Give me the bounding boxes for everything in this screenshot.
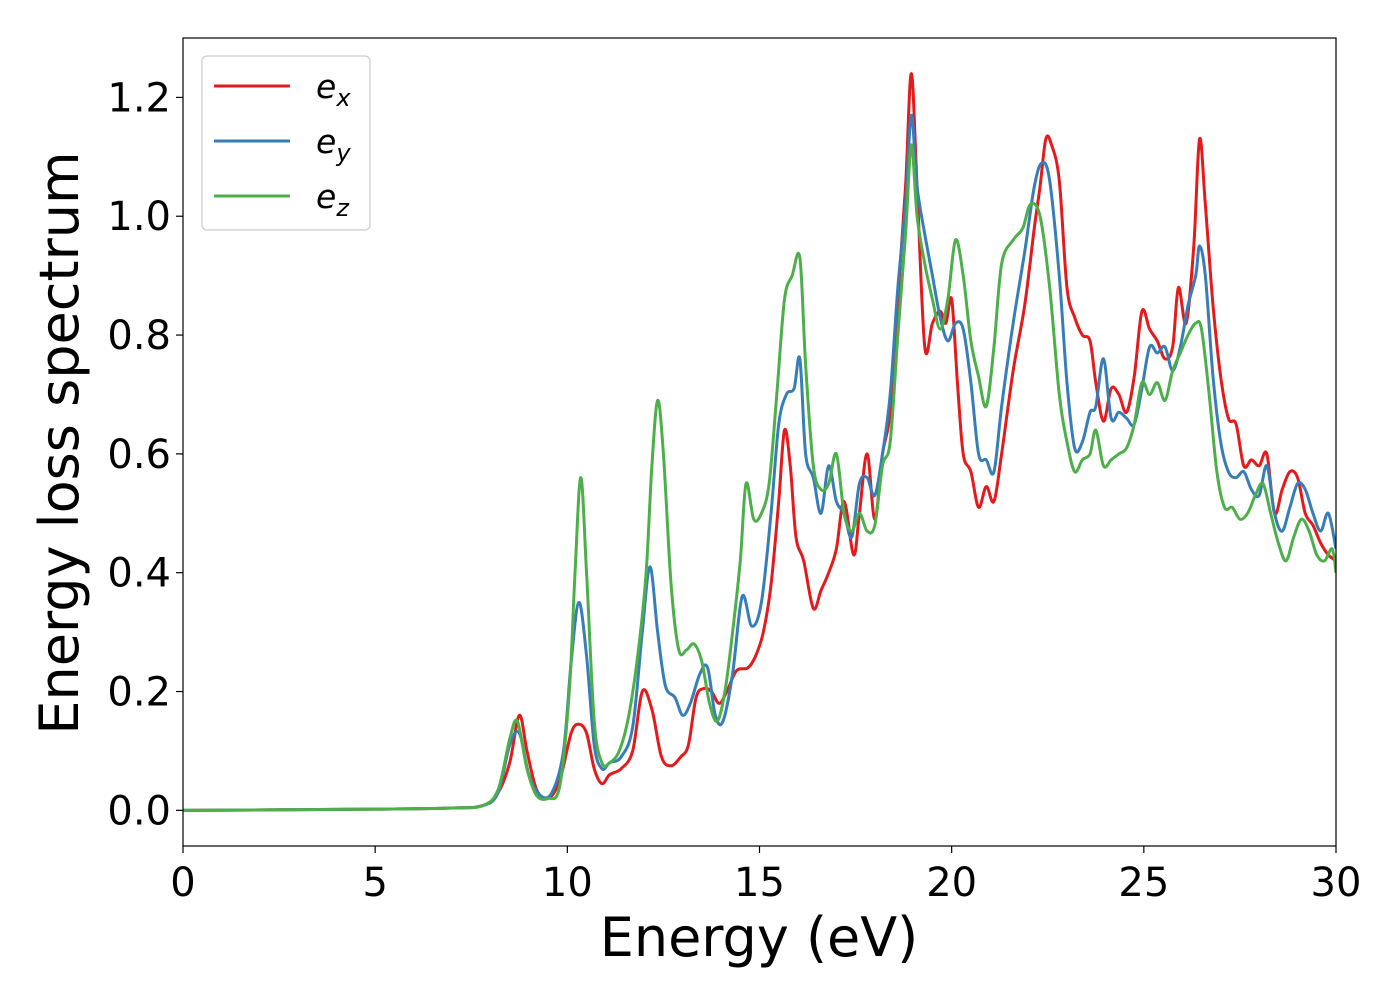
- x-tick-label: 30: [1311, 860, 1362, 906]
- y-tick-label: 0.8: [107, 313, 171, 359]
- y-axis-label: Energy loss spectrum: [28, 151, 91, 734]
- y-tick-label: 0.0: [107, 788, 171, 834]
- x-tick-label: 15: [734, 860, 785, 906]
- y-tick-label: 0.6: [107, 432, 171, 478]
- x-tick-label: 0: [170, 860, 195, 906]
- y-axis: 0.0 0.2 0.4 0.6 0.8 1.0 1.2: [107, 75, 183, 834]
- y-tick-label: 0.4: [107, 551, 171, 597]
- series-line-ex: [183, 72, 1336, 812]
- legend-subscript: z: [335, 194, 350, 222]
- x-tick-label: 5: [362, 860, 387, 906]
- legend-box: [201, 55, 371, 231]
- series-layer: [183, 72, 1336, 812]
- x-tick-label: 25: [1118, 860, 1169, 906]
- y-tick-label: 0.2: [107, 670, 171, 716]
- series-line-ey: [183, 113, 1336, 812]
- x-axis-label: Energy (eV): [600, 906, 919, 969]
- legend-subscript: y: [335, 139, 351, 167]
- y-tick-label: 1.0: [107, 194, 171, 240]
- series-line-ez: [183, 143, 1336, 812]
- legend-subscript: x: [335, 84, 351, 112]
- x-tick-label: 10: [542, 860, 593, 906]
- y-tick-label: 1.2: [107, 75, 171, 121]
- x-tick-label: 20: [926, 860, 977, 906]
- x-axis: 0 5 10 15 20 25 30: [170, 846, 1361, 906]
